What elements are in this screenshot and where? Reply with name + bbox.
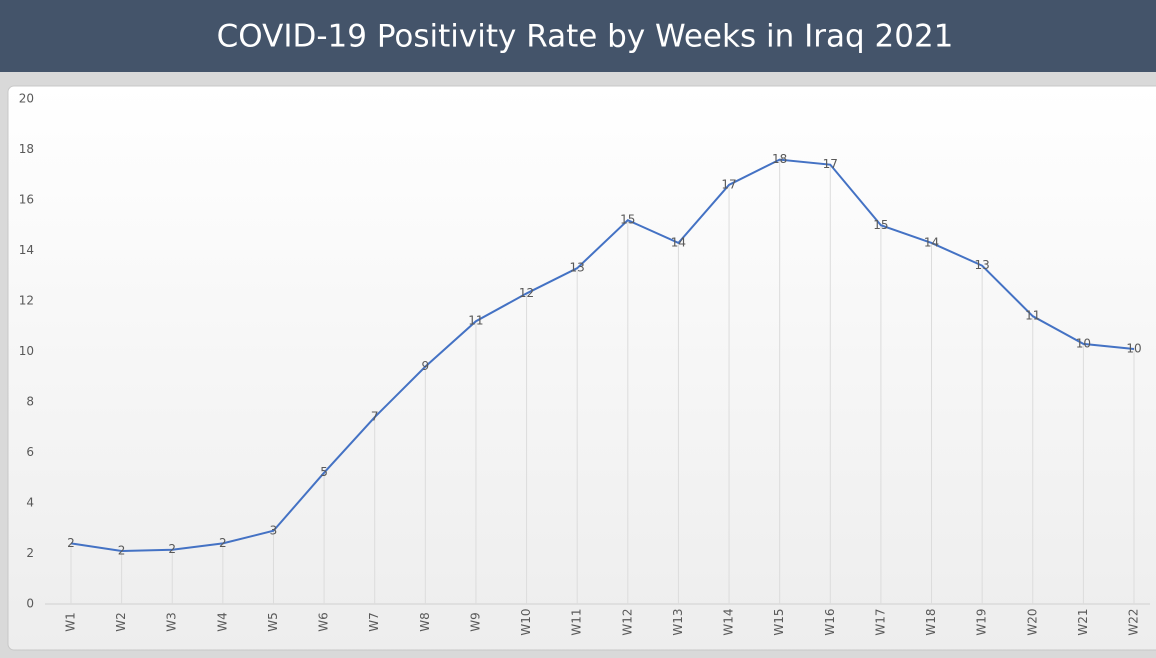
y-tick-label: 2 xyxy=(26,546,34,560)
y-tick-label: 4 xyxy=(26,496,34,510)
data-label: 11 xyxy=(468,314,483,328)
data-label: 15 xyxy=(873,218,888,232)
x-tick-label: W22 xyxy=(1127,608,1141,635)
x-tick-label: W1 xyxy=(64,612,78,632)
x-tick-label: W18 xyxy=(924,608,938,635)
x-tick-label: W2 xyxy=(114,612,128,632)
y-tick-label: 12 xyxy=(19,294,34,308)
x-tick-label: W9 xyxy=(468,612,482,632)
x-tick-label: W16 xyxy=(823,608,837,635)
data-label: 18 xyxy=(772,152,787,166)
x-tick-label: W21 xyxy=(1076,608,1090,635)
x-tick-label: W5 xyxy=(266,612,280,632)
y-tick-label: 18 xyxy=(19,142,34,156)
data-label: 14 xyxy=(924,235,939,249)
x-tick-label: W17 xyxy=(873,608,887,635)
data-label: 13 xyxy=(975,258,990,272)
data-label: 10 xyxy=(1126,341,1141,355)
data-label: 2 xyxy=(118,543,126,557)
y-tick-label: 16 xyxy=(19,193,34,207)
chart-title: COVID-19 Positivity Rate by Weeks in Ira… xyxy=(217,19,954,55)
x-tick-label: W11 xyxy=(570,608,584,635)
data-label: 13 xyxy=(570,261,585,275)
x-tick-label: W20 xyxy=(1025,608,1039,635)
y-tick-label: 20 xyxy=(19,92,34,106)
y-tick-label: 6 xyxy=(26,445,34,459)
data-label: 2 xyxy=(168,542,176,556)
data-label: 12 xyxy=(519,286,534,300)
x-tick-label: W7 xyxy=(367,612,381,632)
data-label: 17 xyxy=(721,177,736,191)
x-tick-label: W13 xyxy=(671,608,685,635)
data-label: 5 xyxy=(320,465,328,479)
plot-panel xyxy=(7,85,1156,651)
data-label: 10 xyxy=(1076,336,1091,350)
x-tick-label: W14 xyxy=(722,608,736,635)
data-label: 14 xyxy=(671,235,686,249)
x-tick-label: W15 xyxy=(772,608,786,635)
x-tick-label: W19 xyxy=(975,608,989,635)
data-label: 7 xyxy=(371,410,379,424)
x-tick-label: W4 xyxy=(215,612,229,632)
data-label: 9 xyxy=(422,359,430,373)
data-label: 17 xyxy=(823,157,838,171)
data-label: 2 xyxy=(219,536,227,550)
data-label: 11 xyxy=(1025,309,1040,323)
x-tick-label: W3 xyxy=(165,612,179,632)
x-tick-label: W12 xyxy=(620,608,634,635)
y-tick-label: 14 xyxy=(19,243,34,257)
line xyxy=(70,158,1135,552)
y-tick-label: 10 xyxy=(19,344,34,358)
x-tick-label: W8 xyxy=(418,612,432,632)
data-label: 2 xyxy=(67,536,75,550)
data-label: 15 xyxy=(620,213,635,227)
y-tick-label: 8 xyxy=(26,395,34,409)
x-tick-label: W10 xyxy=(519,608,533,635)
y-tick-label: 0 xyxy=(26,597,34,611)
x-tick-label: W6 xyxy=(317,612,331,632)
data-label: 3 xyxy=(270,523,278,537)
title-bar xyxy=(0,0,1156,72)
